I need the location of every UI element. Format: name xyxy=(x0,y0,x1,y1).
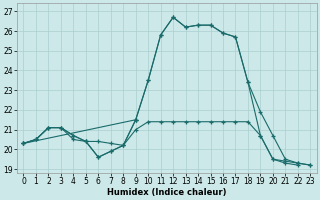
X-axis label: Humidex (Indice chaleur): Humidex (Indice chaleur) xyxy=(107,188,227,197)
